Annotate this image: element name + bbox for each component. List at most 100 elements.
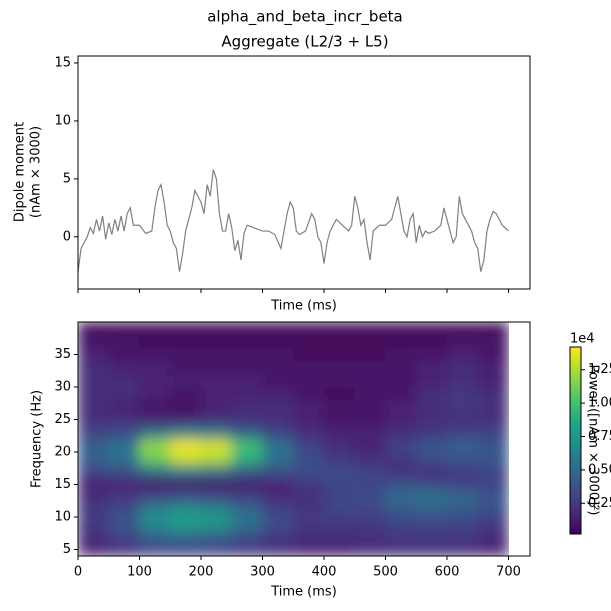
heatmap-cell — [385, 529, 417, 544]
y-axis-label: Frequency (Hz) — [30, 390, 45, 488]
heatmap-cell — [139, 516, 171, 531]
heatmap-cell — [262, 399, 294, 414]
heatmap-cell — [292, 412, 325, 427]
heatmap-cell — [385, 412, 417, 427]
y-tick-label: 25 — [54, 412, 71, 427]
heatmap-cell — [477, 516, 509, 531]
heatmap-cell — [292, 373, 325, 388]
heatmap-cell — [169, 438, 202, 453]
heatmap-cell — [292, 529, 325, 544]
colorbar-tick-label: 0.50 — [588, 462, 611, 477]
heatmap-cell — [231, 322, 263, 336]
heatmap-cell — [354, 347, 386, 362]
heatmap-cell — [262, 386, 294, 401]
colorbar-tick-label: 0.25 — [588, 496, 611, 511]
x-tick-label: 100 — [127, 565, 152, 580]
heatmap-cell — [108, 412, 140, 427]
heatmap-cell — [415, 347, 448, 362]
y-axis-label: (nAm × 3000) — [29, 126, 44, 218]
heatmap-cell — [139, 451, 171, 466]
y-tick-label: 5 — [63, 171, 71, 186]
heatmap-cell — [385, 503, 417, 518]
heatmap-cell — [139, 412, 171, 427]
heatmap-cell — [231, 425, 263, 440]
heatmap-cell — [108, 399, 140, 414]
heatmap-cell — [415, 516, 448, 531]
colorbar-offset: 1e4 — [570, 332, 595, 347]
heatmap-cell — [446, 322, 479, 336]
heatmap-cell — [200, 425, 233, 440]
heatmap-cell — [292, 347, 325, 362]
heatmap-cell — [108, 542, 140, 556]
y-tick-label: 0 — [63, 229, 71, 244]
heatmap-cell — [385, 360, 417, 375]
heatmap-cell — [108, 386, 140, 401]
heatmap-cell — [139, 542, 171, 556]
heatmap-cell — [108, 373, 140, 388]
colorbar-tick-label: 1.00 — [588, 396, 611, 411]
heatmap-cell — [446, 412, 479, 427]
heatmap-cell — [385, 334, 417, 349]
heatmap-cell — [231, 438, 263, 453]
heatmap-cell — [139, 360, 171, 375]
heatmap-cell — [323, 399, 356, 414]
heatmap-cell — [262, 322, 294, 336]
heatmap-cell — [139, 425, 171, 440]
heatmap-cell — [415, 477, 448, 492]
x-tick-label: 300 — [250, 565, 275, 580]
heatmap-cell — [169, 516, 202, 531]
heatmap-cell — [78, 322, 110, 336]
heatmap-cell — [108, 529, 140, 544]
heatmap-cell — [292, 399, 325, 414]
heatmap-cell — [169, 529, 202, 544]
heatmap-cell — [169, 503, 202, 518]
heatmap-cell — [292, 334, 325, 349]
colorbar-tick-label: 0.75 — [588, 429, 611, 444]
heatmap-cell — [385, 516, 417, 531]
heatmap-cell — [200, 322, 233, 336]
heatmap-cell — [415, 386, 448, 401]
heatmap-cell — [108, 490, 140, 505]
heatmap-cell — [446, 516, 479, 531]
heatmap-cell — [139, 529, 171, 544]
heatmap-cell — [415, 542, 448, 556]
heatmap-cell — [446, 386, 479, 401]
heatmap-cell — [477, 399, 509, 414]
x-tick-label: 700 — [496, 565, 521, 580]
heatmap-cell — [323, 451, 356, 466]
heatmap-cell — [323, 322, 356, 336]
heatmap-cell — [262, 477, 294, 492]
heatmap-cell — [446, 334, 479, 349]
heatmap-cell — [108, 425, 140, 440]
heatmap-cell — [415, 438, 448, 453]
heatmap-cell — [446, 438, 479, 453]
heatmap-cell — [415, 334, 448, 349]
heatmap-cell — [262, 490, 294, 505]
heatmap-cell — [169, 451, 202, 466]
heatmap-cell — [78, 464, 110, 479]
heatmap-cell — [169, 386, 202, 401]
heatmap-cell — [385, 490, 417, 505]
heatmap-cell — [292, 425, 325, 440]
heatmap-cell — [323, 503, 356, 518]
heatmap-cell — [446, 503, 479, 518]
heatmap-cell — [415, 322, 448, 336]
heatmap-cell — [385, 438, 417, 453]
heatmap-cell — [231, 347, 263, 362]
heatmap-cell — [354, 334, 386, 349]
heatmap-cell — [385, 373, 417, 388]
colorbar-label: Power ([nAm × 3000]²) — [586, 365, 601, 516]
heatmap-cell — [169, 322, 202, 336]
heatmap-cell — [446, 347, 479, 362]
heatmap-cell — [139, 399, 171, 414]
x-tick-label: 0 — [74, 565, 82, 580]
heatmap-cell — [108, 334, 140, 349]
heatmap-cell — [78, 360, 110, 375]
heatmap-cell — [354, 477, 386, 492]
x-tick-label: 500 — [373, 565, 398, 580]
heatmap-cell — [354, 360, 386, 375]
heatmap-cell — [415, 529, 448, 544]
heatmap-cell — [231, 386, 263, 401]
heatmap-cell — [231, 477, 263, 492]
heatmap-cell — [169, 425, 202, 440]
